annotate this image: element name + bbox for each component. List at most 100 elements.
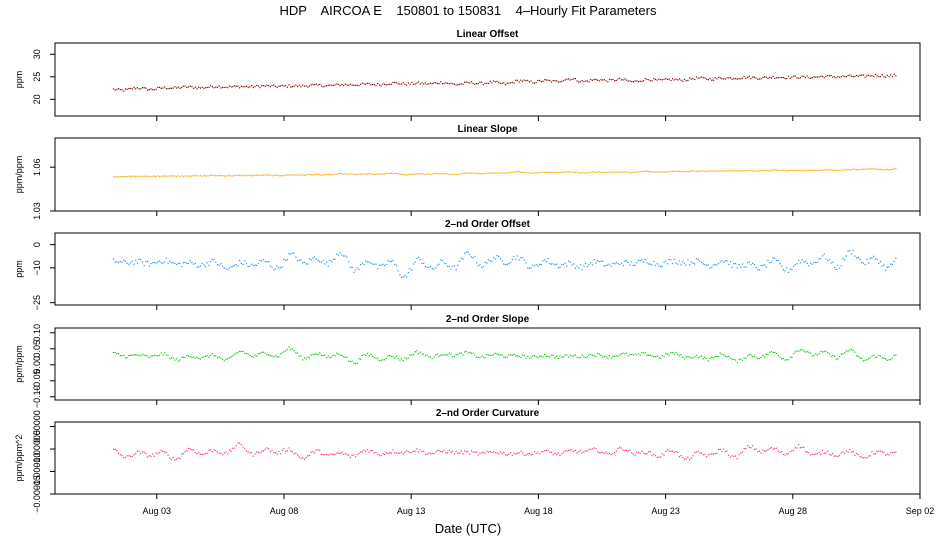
data-point	[273, 84, 275, 86]
data-point	[349, 83, 352, 85]
data-point	[341, 172, 343, 175]
data-point	[435, 82, 437, 84]
data-point	[131, 354, 133, 356]
data-point	[162, 354, 164, 356]
data-point	[825, 258, 827, 260]
data-point	[523, 355, 525, 357]
data-point	[890, 263, 892, 265]
data-point	[581, 269, 583, 271]
data-point	[683, 78, 686, 81]
data-point	[501, 354, 503, 356]
data-point	[653, 260, 655, 263]
data-point	[840, 353, 842, 355]
data-point	[303, 85, 306, 87]
data-point	[129, 87, 132, 89]
data-point	[857, 169, 859, 171]
data-point	[453, 355, 455, 358]
data-point	[354, 269, 357, 271]
data-point	[145, 452, 147, 455]
data-point	[448, 83, 450, 85]
data-point	[625, 352, 628, 354]
data-point	[423, 172, 425, 175]
data-point	[426, 173, 428, 175]
data-point	[566, 450, 568, 452]
data-point	[873, 255, 875, 257]
data-point	[886, 168, 888, 170]
data-point	[566, 354, 568, 356]
data-point	[455, 269, 457, 271]
data-point	[160, 87, 162, 89]
data-point	[731, 170, 733, 172]
data-point	[244, 448, 246, 450]
data-point	[184, 175, 186, 177]
data-point	[746, 445, 749, 447]
data-point	[286, 259, 288, 261]
data-point	[878, 262, 880, 265]
data-point	[302, 174, 304, 176]
data-point	[697, 357, 699, 359]
data-point	[366, 449, 369, 451]
data-point	[510, 82, 512, 84]
data-point	[757, 78, 759, 80]
data-point	[702, 263, 704, 265]
data-point	[590, 448, 592, 451]
data-point	[641, 450, 643, 452]
data-point	[537, 356, 539, 359]
data-point	[709, 357, 711, 360]
data-point	[319, 449, 321, 451]
data-point	[370, 353, 372, 355]
data-point	[637, 171, 640, 173]
data-point	[274, 355, 277, 357]
data-point	[735, 262, 737, 265]
data-point	[472, 451, 474, 453]
data-point	[414, 173, 416, 175]
data-point	[583, 451, 585, 453]
data-point	[637, 259, 640, 261]
data-point	[450, 451, 452, 453]
data-point	[770, 350, 773, 353]
data-point	[269, 265, 271, 267]
data-point	[438, 173, 440, 175]
data-point	[354, 84, 357, 87]
data-point	[406, 84, 408, 86]
data-point	[487, 354, 490, 356]
data-point	[801, 258, 803, 261]
data-point	[153, 261, 156, 264]
data-point	[678, 456, 680, 458]
data-point	[694, 263, 696, 265]
data-point	[738, 358, 740, 360]
data-point	[619, 446, 621, 448]
data-point	[726, 260, 728, 262]
data-point	[886, 74, 888, 76]
data-point	[230, 266, 232, 268]
data-point	[663, 78, 665, 80]
data-point	[317, 259, 319, 262]
data-point	[431, 358, 433, 360]
data-point	[608, 78, 611, 80]
data-point	[250, 451, 253, 454]
data-point	[791, 356, 793, 358]
data-point	[617, 355, 619, 357]
data-point	[642, 170, 645, 173]
data-point	[799, 262, 801, 264]
data-point	[842, 75, 844, 77]
data-point	[395, 265, 398, 267]
data-point	[714, 355, 716, 358]
data-point	[596, 79, 599, 81]
data-point	[879, 355, 882, 357]
data-point	[516, 255, 519, 257]
data-point	[680, 79, 682, 81]
data-point	[675, 78, 677, 80]
data-point	[378, 84, 380, 86]
data-point	[620, 262, 623, 264]
data-point	[189, 448, 191, 450]
data-point	[675, 170, 677, 172]
data-point	[150, 263, 152, 265]
data-point	[804, 260, 807, 262]
data-point	[232, 355, 234, 357]
data-point	[353, 362, 355, 364]
data-point	[891, 452, 894, 454]
data-point	[424, 355, 427, 357]
data-point	[223, 175, 225, 177]
data-point	[823, 350, 825, 353]
